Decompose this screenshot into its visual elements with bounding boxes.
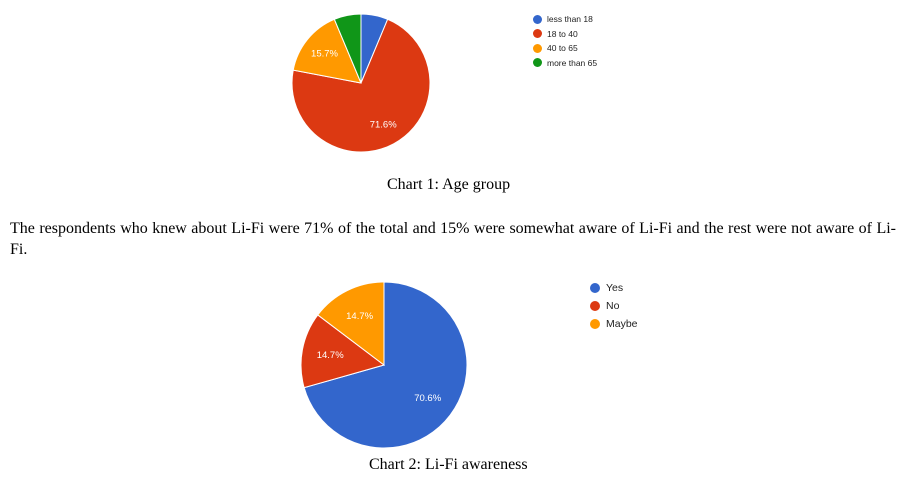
slice-label-awareness-no: 14.7% <box>317 350 344 361</box>
legend-item-18-to-40: 18 to 40 <box>533 27 597 42</box>
pie-slice-age-less-than-18 <box>360 13 389 84</box>
pie-slice-age-more-than-65 <box>333 13 362 84</box>
legend-swatch-yes <box>590 283 600 293</box>
slice-label-awareness-yes: 70.6% <box>414 393 441 404</box>
legend-item-more-than-65: more than 65 <box>533 56 597 71</box>
legend-item-yes: Yes <box>590 279 638 297</box>
pie-slice-age-40-to-65 <box>292 18 362 84</box>
slice-label-awareness-maybe: 14.7% <box>346 311 373 322</box>
pie-slice-age-18-to-40 <box>291 18 431 153</box>
legend-item-no: No <box>590 297 638 315</box>
legend-label-less-than-18: less than 18 <box>547 14 593 25</box>
legend-item-less-than-18: less than 18 <box>533 12 597 27</box>
legend-label-maybe: Maybe <box>606 318 638 330</box>
legend-label-40-to-65: 40 to 65 <box>547 43 578 54</box>
legend-label-more-than-65: more than 65 <box>547 57 598 68</box>
chart2-caption: Chart 2: Li-Fi awareness <box>369 456 528 473</box>
legend-swatch-18-to-40 <box>533 29 542 39</box>
legend-swatch-no <box>590 301 600 311</box>
slice-label-age-18-to-40: 71.6% <box>370 119 397 130</box>
legend-item-40-to-65: 40 to 65 <box>533 41 597 56</box>
legend-swatch-less-than-18 <box>533 14 542 24</box>
legend-label-18-to-40: 18 to 40 <box>547 28 578 39</box>
legend-label-yes: Yes <box>606 282 624 294</box>
pie-slice-awareness-maybe <box>317 281 385 367</box>
pie-slice-awareness-no <box>300 314 386 389</box>
body-paragraph: The respondents who knew about Li-Fi wer… <box>10 220 896 258</box>
legend-swatch-maybe <box>590 319 600 329</box>
slice-label-age-40-to-65: 15.7% <box>311 49 338 60</box>
legend-item-maybe: Maybe <box>590 315 638 333</box>
pie-slice-awareness-yes <box>303 281 468 449</box>
legend-swatch-more-than-65 <box>533 58 542 68</box>
chart1-caption: Chart 1: Age group <box>387 176 511 193</box>
age-group-legend: less than 18 18 to 40 40 to 65 more than 65 <box>533 12 597 70</box>
legend-label-no: No <box>606 300 620 312</box>
legend-swatch-40-to-65 <box>533 43 542 53</box>
li-fi-awareness-legend: Yes No Maybe <box>590 279 638 333</box>
